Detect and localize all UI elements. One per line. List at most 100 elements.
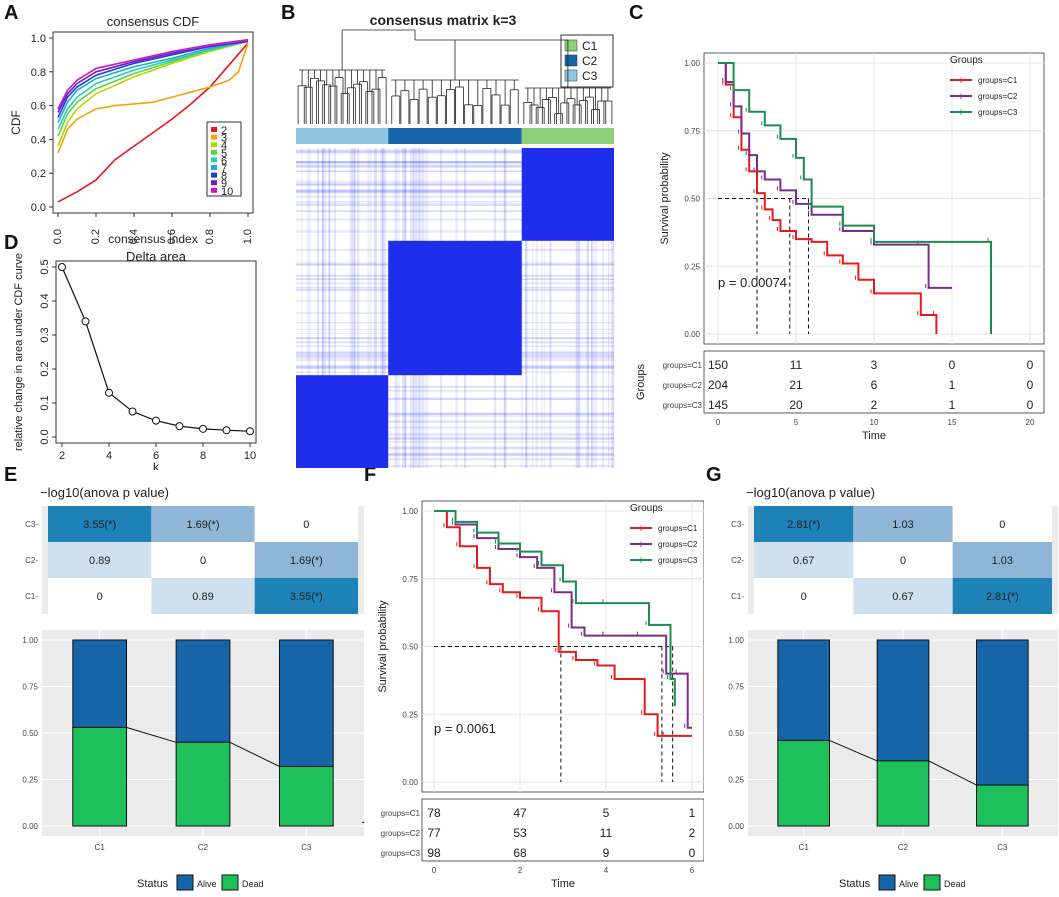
bar-alive <box>876 639 930 762</box>
matrix-noise-row <box>296 390 614 392</box>
legend-title: Status <box>839 878 871 890</box>
plot-frame <box>52 31 254 214</box>
panel-label-c: C <box>629 2 644 24</box>
heatmap-value: 0 <box>200 555 206 567</box>
risk-value: 47 <box>513 806 527 820</box>
delta-point <box>105 388 113 397</box>
risk-value: 2 <box>689 826 696 840</box>
matrix-noise-row <box>296 161 614 164</box>
x-axis-label: Time <box>551 878 575 890</box>
heatmap-value: 0 <box>97 591 103 603</box>
risk-row-label: groups=C2 <box>663 381 703 390</box>
y-tick-label: 0.75 <box>402 575 418 584</box>
risk-value: 9 <box>603 846 610 860</box>
y-tick-label: 0.25 <box>728 776 744 785</box>
risk-table-title: Groups <box>635 363 647 400</box>
risk-row-label: groups=C3 <box>663 401 703 410</box>
legend-title: Groups <box>950 55 983 66</box>
heatmap-cell <box>853 542 953 578</box>
legend-label: C1 <box>582 39 598 53</box>
risk-value: 11 <box>790 358 803 372</box>
bar-dead <box>72 726 128 827</box>
panel-e-anova-status: −log10(anova p value) C3- 3.55(*) 1.69(*) 0 C… <box>22 485 364 891</box>
x-tick-label: 0.4 <box>128 229 140 244</box>
panel-label-b: B <box>281 2 296 24</box>
matrix-noise-row <box>296 386 614 388</box>
x-tick-label: 2 <box>518 866 523 875</box>
consensus-block-C1 <box>521 148 614 241</box>
matrix-noise-row <box>296 452 614 455</box>
legend-marker: + <box>958 75 964 87</box>
matrix-noise-col <box>322 148 324 468</box>
x-tick-label: 10 <box>244 450 256 462</box>
plot-frame <box>55 260 257 444</box>
matrix-noise-row <box>296 161 614 163</box>
x-tick-label: 0.8 <box>204 229 216 244</box>
matrix-noise-col <box>590 148 593 468</box>
connector-line <box>829 739 878 762</box>
legend-label: 8 <box>221 171 227 183</box>
y-tick-label: 1.00 <box>402 507 418 516</box>
matrix-noise-col <box>309 148 311 468</box>
x-tick-label: 10 <box>870 418 879 427</box>
x-tick-label: 20 <box>1026 418 1035 427</box>
connector-line <box>928 760 977 786</box>
legend-title: Status <box>137 878 169 890</box>
heatmap-value: 3.55(*) <box>83 519 116 531</box>
bar-dead <box>876 760 930 827</box>
cdf-line-k2 <box>57 42 249 203</box>
legend-label: Alive <box>899 879 919 889</box>
cdf-line-k8 <box>57 40 249 118</box>
legend-marker: + <box>638 555 644 567</box>
panel-label-a: A <box>4 2 19 24</box>
matrix-noise-row <box>296 446 614 450</box>
matrix-noise-col <box>357 148 360 468</box>
legend-marker: + <box>638 523 644 535</box>
heatmap-value: 2.81(*) <box>787 519 820 531</box>
legend-swatch <box>211 157 217 163</box>
matrix-noise-col <box>591 148 594 468</box>
matrix-noise-row <box>296 420 614 423</box>
matrix-noise-col <box>382 148 385 468</box>
heatmap-value: 0.67 <box>793 555 814 567</box>
heatmap-cell <box>151 542 255 578</box>
risk-value: 78 <box>427 806 441 820</box>
x-tick-label: 2 <box>59 450 65 462</box>
matrix-noise-col <box>301 148 303 468</box>
km-curve-groups=C2 <box>434 510 692 729</box>
panel-label-e: E <box>4 464 18 486</box>
risk-value: 0 <box>1027 358 1034 372</box>
heatmap-row-label: C1- <box>25 592 38 601</box>
matrix-noise-col <box>611 148 615 468</box>
delta-point <box>199 424 207 433</box>
risk-row-label: groups=C1 <box>663 361 703 370</box>
legend-label: groups=C1 <box>978 76 1018 85</box>
bar-alive <box>777 639 830 741</box>
cdf-line-k7 <box>57 40 249 123</box>
heatmap-cell <box>48 506 152 542</box>
y-tick-label: 0.00 <box>22 822 38 831</box>
legend-label: groups=C2 <box>978 92 1018 101</box>
y-axis-label: relative change in area under CDF curve <box>13 253 25 451</box>
matrix-noise-row <box>296 149 614 153</box>
matrix-noise-col <box>352 148 355 468</box>
y-tick-label: 1.00 <box>684 59 700 68</box>
heatmap-value: 1.03 <box>892 519 913 531</box>
heatmap-value: 0.67 <box>892 591 913 603</box>
heatmap-cell <box>754 578 854 614</box>
heatmap-cell <box>48 542 152 578</box>
matrix-noise-col <box>384 148 386 468</box>
legend-marker: + <box>638 539 644 551</box>
bar-alive <box>976 639 1029 786</box>
risk-value: 0 <box>949 358 956 372</box>
legend-swatch-dead <box>923 874 941 891</box>
y-tick-label: 0.25 <box>22 776 38 785</box>
risk-value: 0 <box>1027 398 1034 412</box>
matrix-noise-row <box>296 210 614 213</box>
matrix-noise-row <box>296 465 614 467</box>
risk-value: 3 <box>871 358 878 372</box>
matrix-noise-row <box>296 170 614 172</box>
legend-label: Dead <box>242 879 264 889</box>
risk-value: 0 <box>689 846 696 860</box>
y-tick-label: 1.0 <box>31 33 46 45</box>
